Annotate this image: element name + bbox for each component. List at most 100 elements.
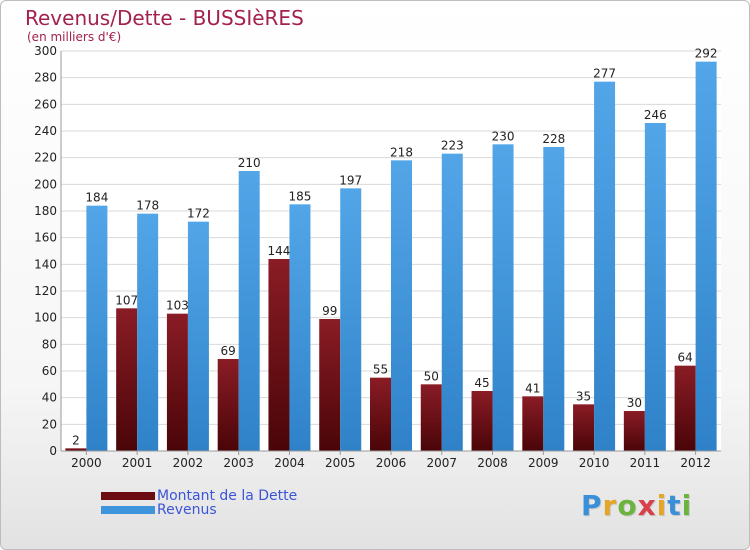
logo-letter: i [656,489,668,522]
y-tick-label: 260 [34,97,57,111]
y-tick-label: 60 [42,364,57,378]
x-tick-label: 2004 [274,456,305,470]
value-label-dette: 107 [115,293,138,307]
y-tick-label: 40 [42,391,57,405]
value-label-dette: 50 [424,369,439,383]
logo-letter: t [667,489,682,522]
value-label-dette: 30 [627,396,642,410]
x-tick-label: 2001 [122,456,153,470]
x-tick-label: 2007 [426,456,457,470]
legend-item-dette: Montant de la Dette [101,488,297,504]
chart-subtitle: (en milliers d'€) [27,30,122,44]
bar-dette [217,359,239,451]
x-tick-label: 2010 [579,456,610,470]
logo-letter: r [602,489,618,522]
y-tick-label: 100 [34,311,57,325]
legend-swatch-dette [101,492,155,500]
value-label-revenus: 197 [339,173,362,187]
logo-letter: i [681,489,693,522]
y-tick-label: 240 [34,124,57,138]
y-tick-label: 0 [49,444,57,458]
legend-item-revenus: Revenus [101,502,217,518]
value-label-dette: 55 [373,363,388,377]
x-tick-label: 2011 [630,456,661,470]
value-label-dette: 103 [166,299,189,313]
value-label-revenus: 210 [238,156,261,170]
value-label-revenus: 218 [390,145,413,159]
bar-dette [116,308,138,451]
bar-revenus [644,123,666,451]
y-tick-label: 20 [42,417,57,431]
y-tick-label: 80 [42,337,57,351]
bar-dette [268,259,290,451]
bar-dette [166,313,188,451]
value-label-dette: 2 [72,433,80,447]
x-tick-label: 2012 [680,456,711,470]
proxiti-logo: Proxiti [581,489,692,522]
y-tick-label: 220 [34,151,57,165]
value-label-revenus: 172 [187,207,210,221]
value-label-revenus: 277 [593,67,616,81]
bar-dette [370,377,391,451]
value-label-dette: 64 [677,351,692,365]
logo-letter: P [581,489,603,522]
x-tick-label: 2008 [477,456,508,470]
x-axis: 2000 2001 2002 2003 2004 2005 2006 2007 2008 2009… [61,450,721,470]
value-label-revenus: 185 [289,189,312,203]
bars [65,61,717,452]
bar-dette [319,319,341,451]
x-tick-label: 2002 [173,456,204,470]
value-label-dette: 41 [525,381,540,395]
y-tick-label: 120 [34,284,57,298]
value-labels: 2 184 107 178 103 172 69 210 144 185 99 197 55 218 50 2… [72,47,718,448]
bar-revenus [391,160,412,452]
value-label-revenus: 228 [542,132,565,146]
value-label-revenus: 246 [644,108,667,122]
bar-revenus [492,144,514,452]
value-label-dette: 45 [474,376,489,390]
value-label-dette: 69 [221,344,236,358]
logo-letter: o [617,489,638,522]
legend-label-dette: Montant de la Dette [157,488,298,504]
x-tick-label: 2000 [71,456,102,470]
legend-swatch-revenus [101,506,155,514]
bar-revenus [187,221,209,451]
bar-revenus [594,81,616,452]
value-label-revenus: 178 [136,199,159,213]
value-label-dette: 99 [322,304,337,318]
bar-dette [623,411,645,451]
value-label-dette: 144 [268,244,291,258]
chart-title: Revenus/Dette - BUSSIèRES [25,6,304,30]
value-label-revenus: 223 [441,139,464,153]
value-label-dette: 35 [576,389,591,403]
y-tick-label: 280 [34,71,57,85]
bar-revenus [137,213,159,451]
bar-revenus [695,61,717,452]
bar-revenus [289,204,311,451]
bar-revenus [238,171,260,451]
x-tick-label: 2006 [376,456,407,470]
bar-dette [471,391,493,451]
y-tick-label: 140 [34,257,57,271]
y-tick-label: 200 [34,177,57,191]
x-tick-label: 2005 [325,456,356,470]
value-label-revenus: 184 [85,191,108,205]
legend-label-revenus: Revenus [157,502,217,518]
bar-revenus [441,153,463,451]
y-axis: 0 20 40 60 80 100 120 140 160 180 200 220 240 260 280 3… [34,44,62,458]
bar-revenus [86,205,108,451]
bar-revenus [543,147,565,451]
bar-dette [65,448,87,451]
value-label-revenus: 292 [695,47,718,61]
y-tick-label: 300 [34,44,57,58]
bar-dette [674,365,696,451]
bar-revenus [340,188,362,452]
y-tick-label: 180 [34,204,57,218]
x-tick-label: 2003 [223,456,254,470]
logo-letter: x [637,489,657,522]
value-label-revenus: 230 [492,129,515,143]
y-tick-label: 160 [34,231,57,245]
bar-dette [522,396,544,451]
